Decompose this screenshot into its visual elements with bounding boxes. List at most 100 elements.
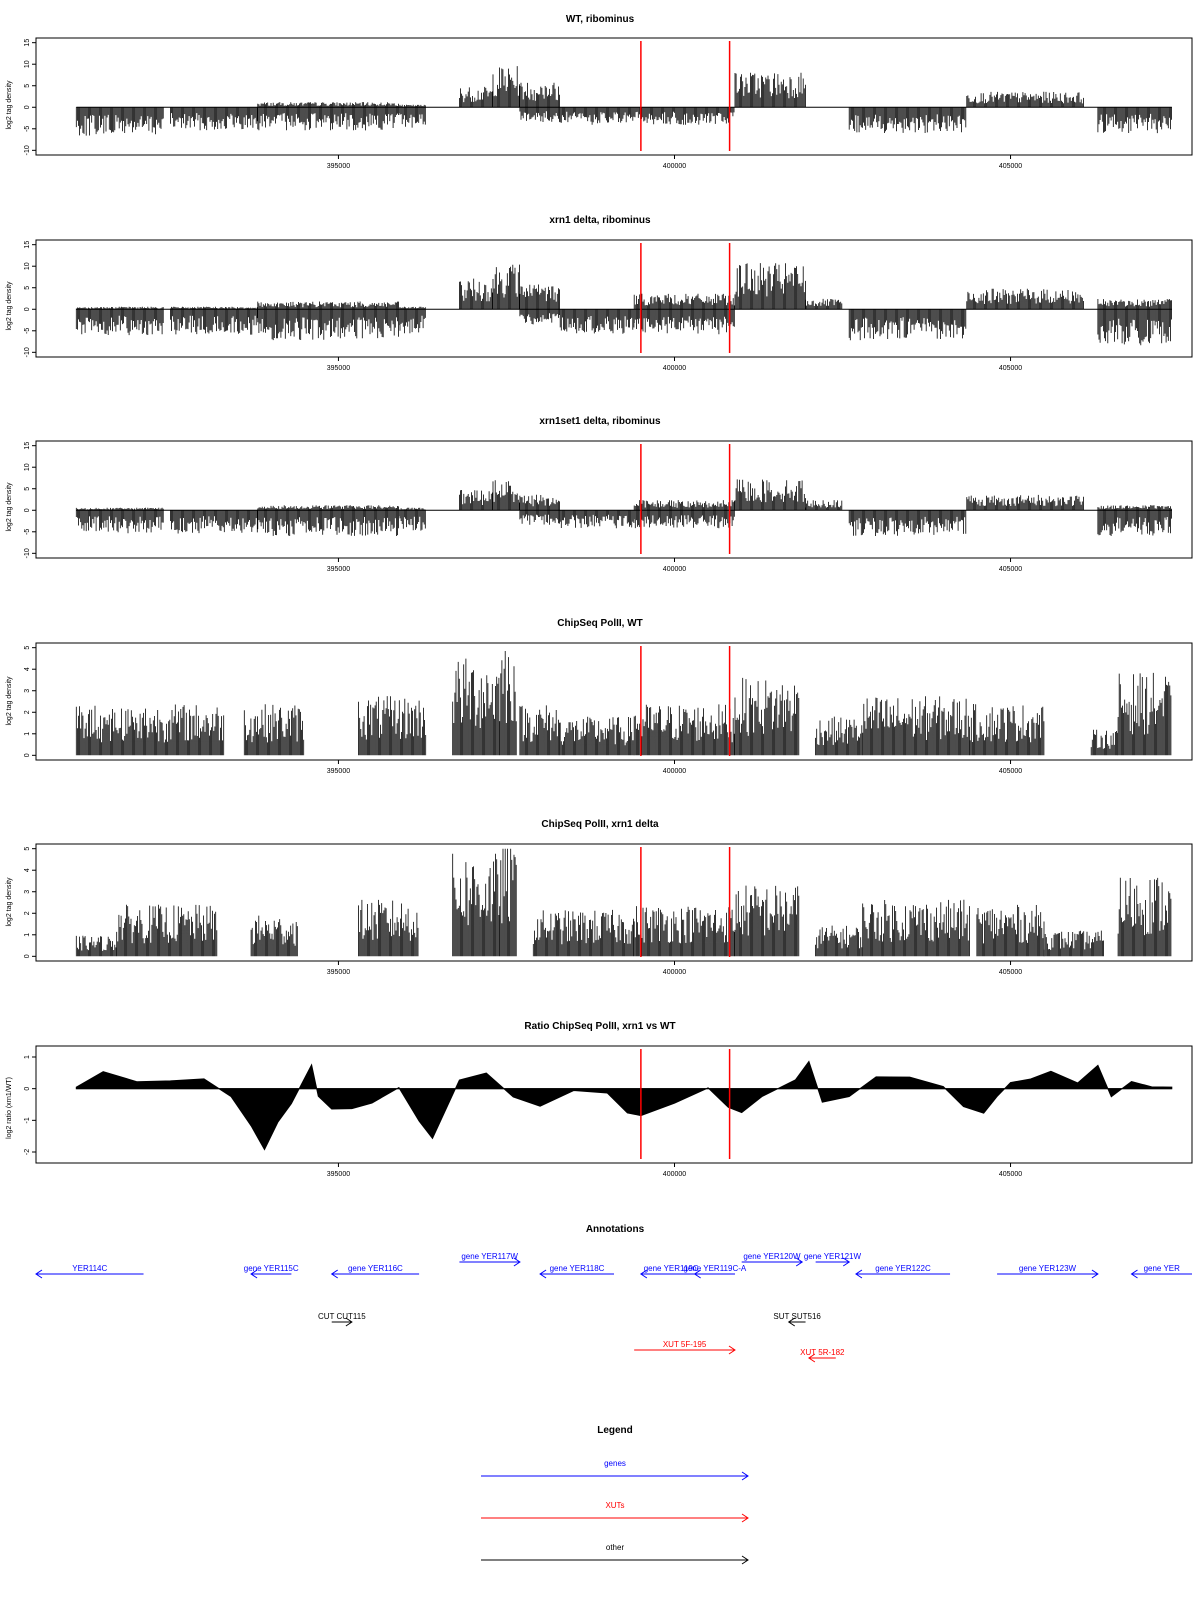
feature-genes: gene YER121W	[804, 1252, 861, 1267]
y-tick-label: 5	[24, 84, 31, 88]
coverage-bars	[459, 278, 493, 310]
coverage-bars	[734, 885, 800, 957]
legend: Legend	[597, 1425, 633, 1436]
x-tick-label: 405000	[999, 969, 1022, 976]
coverage-segment	[848, 510, 967, 536]
coverage-segment	[862, 899, 970, 957]
panel-title: xrn1 delta, ribominus	[549, 215, 651, 226]
coverage-bars	[633, 906, 735, 957]
legend-entry: genes	[481, 1459, 749, 1481]
y-axis-label: log2 tag density	[6, 281, 13, 331]
legend-items: genes XUTs other	[481, 1459, 749, 1565]
annotations-title: Annotations	[586, 1224, 645, 1235]
coverage-segment	[633, 704, 735, 756]
coverage-segment	[75, 507, 164, 534]
feature-genes: gene YER116C	[330, 1264, 420, 1279]
coverage-segment	[734, 479, 806, 511]
coverage-segment	[559, 716, 635, 756]
panel-title: ChipSeq PolII, WT	[557, 618, 643, 629]
legend-title: Legend	[597, 1425, 633, 1436]
coverage-bars	[170, 510, 258, 534]
coverage-segment	[734, 72, 806, 108]
coverage-segment	[459, 278, 493, 310]
y-tick-label: 10	[24, 262, 31, 270]
coverage-segment	[75, 107, 164, 136]
coverage-bars	[559, 309, 635, 334]
coverage-bars	[398, 306, 426, 334]
coverage-segment	[452, 853, 500, 957]
coverage-bars	[499, 651, 517, 756]
coverage-bars	[250, 915, 298, 957]
y-tick-label: 0	[24, 954, 31, 958]
y-axis-label: log2 tag density	[6, 877, 13, 927]
coverage-bars	[848, 309, 967, 341]
coverage-bars	[519, 82, 560, 122]
y-axis-label: log2 tag density	[6, 80, 13, 130]
feature-label: SUT SUT516	[773, 1312, 821, 1321]
coverage-segment	[459, 490, 493, 511]
coverage-segment	[1097, 299, 1172, 346]
x-tick-label: 405000	[999, 768, 1022, 775]
coverage-segment	[969, 704, 1045, 756]
coverage-segment	[75, 935, 117, 957]
feature-genes: gene YER115C	[244, 1264, 299, 1279]
coverage-segment	[492, 480, 520, 511]
coverage-bars	[75, 704, 225, 756]
coverage-bars	[116, 904, 218, 957]
panel-marks: -10 -5 0 5 10 15 395000 400000 405000	[24, 241, 1172, 372]
coverage-segment	[499, 848, 517, 957]
legend-arrow-head	[741, 1471, 749, 1481]
feature-genes: gene YER122C	[855, 1264, 951, 1279]
coverage-bars	[257, 505, 399, 536]
coverage-segment	[170, 510, 258, 534]
coverage-segment	[257, 301, 399, 341]
coverage-bars	[815, 925, 863, 957]
y-axis-label: log2 ratio (xrn1/WT)	[6, 1077, 13, 1139]
feature-genes: gene YER117W	[459, 1252, 521, 1267]
coverage-bars	[519, 705, 560, 756]
coverage-bars	[75, 935, 117, 957]
legend-entry: XUTs	[481, 1501, 749, 1523]
coverage-bars	[170, 107, 258, 131]
coverage-segment	[243, 704, 305, 756]
y-tick-label: -5	[24, 328, 31, 334]
coverage-bars	[862, 899, 970, 957]
coverage-bars	[862, 696, 970, 756]
coverage-bars	[398, 507, 426, 531]
y-tick-label: 5	[24, 286, 31, 290]
arrow-head	[1130, 1269, 1138, 1279]
coverage-bars	[734, 72, 806, 108]
coverage-segment	[257, 102, 399, 131]
coverage-bars	[1097, 505, 1172, 536]
coverage-bars	[815, 716, 863, 756]
x-tick-label: 400000	[663, 969, 686, 976]
coverage-bars	[519, 494, 560, 525]
x-tick-label: 405000	[999, 1171, 1022, 1178]
coverage-bars	[459, 490, 493, 511]
coverage-bars	[633, 704, 735, 756]
y-tick-label: 1	[24, 933, 31, 937]
arrow-head	[855, 1269, 863, 1279]
feature-label: CUT CUT115	[318, 1312, 366, 1321]
coverage-segment	[358, 696, 427, 756]
coverage-segment	[862, 696, 970, 756]
coverage-bars	[398, 104, 426, 128]
y-tick-label: 0	[24, 1087, 31, 1091]
coverage-bars	[519, 284, 560, 325]
panel-marks: -2 -1 0 1 395000 400000 405000	[24, 1049, 1173, 1178]
panel-xrn1-ribominus: xrn1 delta, ribominus log2 tag density	[6, 215, 1193, 358]
coverage-bars	[75, 107, 164, 136]
y-tick-label: 0	[24, 753, 31, 757]
panel-marks: -10 -5 0 5 10 15 395000 400000 405000	[24, 39, 1172, 170]
y-tick-label: 5	[24, 487, 31, 491]
y-tick-label: -10	[24, 548, 31, 558]
arrow-head	[513, 1257, 521, 1267]
coverage-bars	[966, 91, 1084, 108]
coverage-segment	[633, 293, 735, 335]
coverage-bars	[805, 500, 843, 511]
plot-frame	[35, 843, 1193, 962]
y-tick-label: 3	[24, 890, 31, 894]
coverage-segment	[815, 925, 863, 957]
coverage-segment	[170, 107, 258, 131]
